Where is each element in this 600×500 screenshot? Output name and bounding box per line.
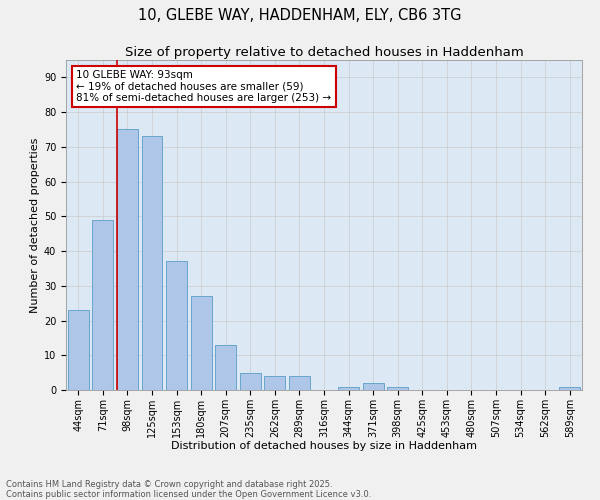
Bar	[338, 386, 359, 390]
Bar	[68, 310, 89, 390]
Bar	[92, 220, 113, 390]
Bar	[387, 386, 408, 390]
Title: Size of property relative to detached houses in Haddenham: Size of property relative to detached ho…	[125, 46, 523, 59]
Bar	[166, 262, 187, 390]
Bar	[142, 136, 163, 390]
X-axis label: Distribution of detached houses by size in Haddenham: Distribution of detached houses by size …	[171, 441, 477, 451]
Bar	[559, 386, 580, 390]
Bar	[117, 130, 138, 390]
Bar	[240, 372, 261, 390]
Y-axis label: Number of detached properties: Number of detached properties	[30, 138, 40, 312]
Bar	[191, 296, 212, 390]
Bar	[289, 376, 310, 390]
Bar	[362, 383, 383, 390]
Text: 10, GLEBE WAY, HADDENHAM, ELY, CB6 3TG: 10, GLEBE WAY, HADDENHAM, ELY, CB6 3TG	[138, 8, 462, 22]
Bar	[265, 376, 286, 390]
Bar	[215, 345, 236, 390]
Text: Contains HM Land Registry data © Crown copyright and database right 2025.
Contai: Contains HM Land Registry data © Crown c…	[6, 480, 371, 499]
Text: 10 GLEBE WAY: 93sqm
← 19% of detached houses are smaller (59)
81% of semi-detach: 10 GLEBE WAY: 93sqm ← 19% of detached ho…	[76, 70, 331, 103]
